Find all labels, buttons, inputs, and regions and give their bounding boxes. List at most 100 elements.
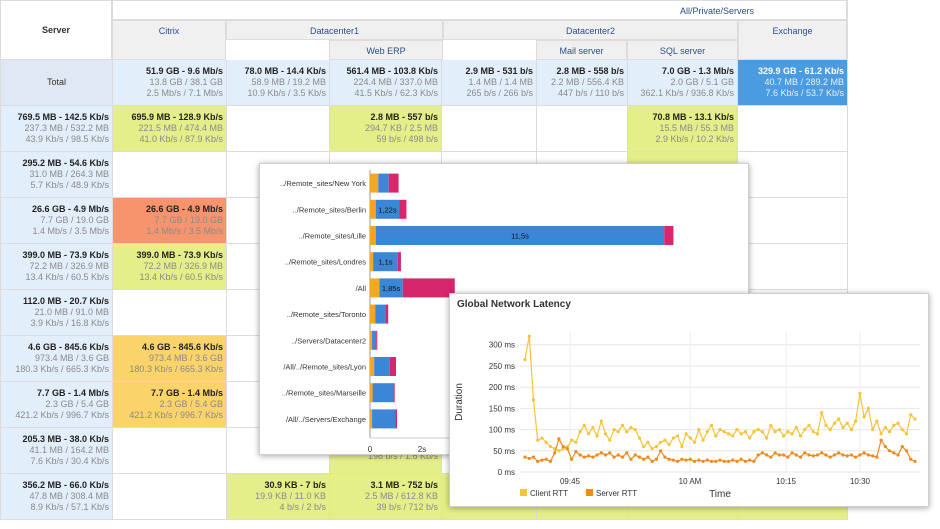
data-point[interactable] (603, 432, 608, 436)
server-column-header[interactable]: Server (0, 0, 112, 60)
data-point[interactable] (777, 453, 781, 457)
data-point[interactable] (625, 430, 629, 434)
total-cell[interactable]: 2.8 MB - 558 b/s 2.2 MB / 556.4 KB 447 b/s… (536, 59, 628, 106)
bar-segment[interactable] (373, 252, 398, 272)
row-header[interactable]: 205.3 MB - 38.0 Kb/s 41.1 MB / 164.2 MB 7.… (0, 427, 113, 474)
data-point[interactable] (705, 430, 709, 434)
data-point[interactable] (659, 449, 663, 453)
data-point[interactable] (743, 430, 748, 434)
data-point[interactable] (743, 459, 748, 463)
data-point[interactable] (714, 459, 718, 463)
data-point[interactable] (803, 427, 807, 432)
total-cell[interactable]: 78.0 MB - 14.4 Kb/s 58.9 MB / 19.2 MB 10.9… (226, 59, 330, 106)
data-point[interactable] (765, 436, 769, 440)
data-point[interactable] (858, 453, 862, 457)
table-cell[interactable]: 2.8 MB - 557 b/s 294.7 KB / 2.5 MB 59 b/s … (329, 105, 442, 152)
data-point[interactable] (773, 451, 777, 455)
bar-segment[interactable] (370, 173, 379, 193)
data-point[interactable] (841, 453, 845, 457)
data-point[interactable] (858, 391, 862, 396)
data-point[interactable] (875, 419, 879, 423)
bar-segment[interactable] (375, 226, 665, 245)
data-point[interactable] (553, 451, 557, 455)
table-cell[interactable]: 70.8 MB - 13.1 Kb/s 15.5 MB / 55.3 MB 2.9 … (627, 105, 738, 152)
data-point[interactable] (663, 438, 667, 442)
data-point[interactable] (828, 455, 832, 459)
bar-segment[interactable] (395, 409, 398, 429)
data-point[interactable] (701, 459, 705, 463)
table-cell[interactable] (112, 473, 227, 520)
data-point[interactable] (705, 458, 709, 462)
data-point[interactable] (845, 421, 849, 425)
data-point[interactable] (769, 423, 773, 427)
group-header-datacenter1[interactable]: Datacenter1 (226, 20, 443, 40)
data-point[interactable] (540, 458, 544, 462)
data-point[interactable] (642, 444, 646, 449)
bar-segment[interactable] (393, 383, 395, 403)
data-point[interactable] (849, 453, 854, 457)
data-point[interactable] (578, 430, 582, 434)
data-point[interactable] (612, 455, 616, 459)
data-point[interactable] (879, 432, 883, 436)
data-point[interactable] (735, 459, 739, 463)
data-point[interactable] (544, 440, 548, 444)
bar-segment[interactable] (375, 304, 386, 324)
data-point[interactable] (722, 459, 726, 463)
data-point[interactable] (548, 444, 553, 449)
data-point[interactable] (582, 455, 586, 459)
table-cell[interactable]: 7.7 GB - 1.4 Mb/s 2.3 GB / 5.4 GB 421.2 Kb… (112, 381, 227, 428)
data-point[interactable] (548, 459, 553, 463)
data-point[interactable] (620, 455, 625, 459)
data-point[interactable] (756, 453, 760, 457)
column-header-citrix[interactable]: Citrix (112, 20, 226, 60)
bar-segment[interactable] (370, 226, 376, 245)
table-cell[interactable] (226, 105, 330, 152)
data-point[interactable] (684, 432, 688, 436)
data-point[interactable] (832, 421, 837, 425)
data-point[interactable] (900, 427, 904, 432)
data-point[interactable] (646, 440, 650, 444)
bar-segment[interactable] (664, 226, 674, 245)
total-cell[interactable]: 2.9 MB - 531 b/s 1.4 MB / 1.4 MB 265 b/s /… (441, 59, 537, 106)
data-point[interactable] (531, 398, 536, 402)
table-cell[interactable]: 26.6 GB - 4.9 Mb/s 7.7 GB / 19.0 GB 1.4 Mb… (112, 197, 227, 244)
row-header[interactable]: 26.6 GB - 4.9 Mb/s 7.7 GB / 19.0 GB 1.4 Mb… (0, 197, 113, 244)
data-point[interactable] (752, 430, 756, 434)
data-point[interactable] (896, 421, 900, 425)
table-cell[interactable]: 3.1 MB - 752 b/s 2.5 MB / 612.8 KB 39 b/s … (329, 473, 442, 520)
column-header-web-erp[interactable]: Web ERP (329, 40, 443, 60)
table-cell[interactable]: 30.9 KB - 7 b/s 19.9 KB / 11.0 KB 4 b/s / … (226, 473, 330, 520)
data-point[interactable] (731, 458, 735, 462)
data-point[interactable] (790, 432, 794, 436)
data-point[interactable] (671, 436, 675, 440)
data-point[interactable] (709, 423, 714, 427)
bar-segment[interactable] (378, 173, 389, 193)
table-cell[interactable] (737, 243, 848, 290)
data-point[interactable] (786, 430, 790, 434)
data-point[interactable] (684, 458, 688, 462)
data-point[interactable] (879, 438, 883, 442)
data-point[interactable] (781, 434, 786, 438)
data-point[interactable] (540, 436, 544, 440)
data-point[interactable] (807, 423, 811, 427)
data-point[interactable] (527, 456, 531, 461)
data-point[interactable] (709, 459, 714, 463)
data-point[interactable] (620, 423, 625, 427)
data-point[interactable] (849, 427, 854, 432)
data-point[interactable] (811, 430, 815, 434)
data-point[interactable] (671, 458, 675, 462)
data-point[interactable] (565, 447, 569, 451)
data-point[interactable] (688, 457, 692, 461)
data-point[interactable] (832, 453, 837, 457)
data-point[interactable] (718, 427, 722, 432)
data-point[interactable] (654, 444, 659, 449)
column-header-mail-server[interactable]: Mail server (536, 40, 627, 60)
data-point[interactable] (798, 455, 803, 459)
data-point[interactable] (760, 451, 764, 455)
data-point[interactable] (586, 454, 591, 458)
data-point[interactable] (557, 437, 561, 441)
data-point[interactable] (811, 454, 815, 458)
data-point[interactable] (731, 434, 735, 438)
bar-segment[interactable] (370, 252, 374, 272)
legend-label[interactable]: Client RTT (530, 489, 568, 498)
